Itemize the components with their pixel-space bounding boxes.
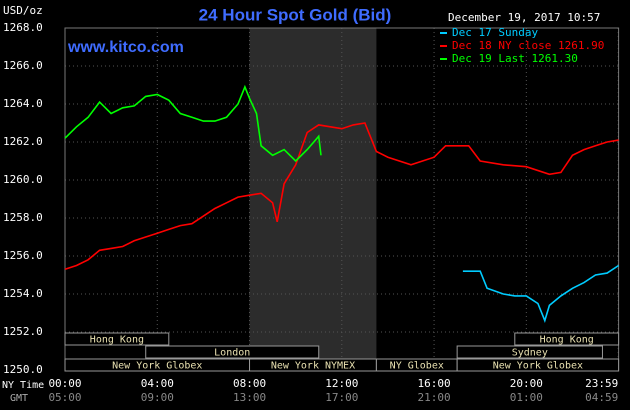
legend-label: Dec 18 NY close 1261.90 bbox=[452, 39, 604, 52]
session-label: New York Globex bbox=[493, 361, 583, 372]
series-line bbox=[64, 84, 322, 163]
y-tick-label: 1254.0 bbox=[3, 287, 43, 300]
y-tick-label: 1262.0 bbox=[3, 135, 43, 148]
x2-row-label: GMT bbox=[10, 393, 28, 404]
y-tick-label: 1252.0 bbox=[3, 325, 43, 338]
series-line bbox=[462, 264, 620, 324]
y-tick-label: 1258.0 bbox=[3, 211, 43, 224]
chart-title: 24 Hour Spot Gold (Bid) bbox=[199, 5, 392, 24]
timestamp: December 19, 2017 10:57 bbox=[448, 11, 600, 24]
y-unit: USD/oz bbox=[3, 4, 43, 17]
y-tick-label: 1266.0 bbox=[3, 59, 43, 72]
session-label: New York NYMEX bbox=[271, 361, 355, 372]
session-label: Hong Kong bbox=[540, 335, 594, 346]
x-row-label: NY Time bbox=[2, 380, 44, 391]
session-label: Hong Kong bbox=[90, 335, 144, 346]
session-box bbox=[64, 332, 170, 346]
y-tick-label: 1260.0 bbox=[3, 173, 43, 186]
session-shade bbox=[249, 28, 377, 370]
session-box bbox=[456, 358, 620, 372]
x2-tick-label: 17:00 bbox=[325, 391, 358, 404]
session-box bbox=[514, 332, 620, 346]
y-tick-label: 1256.0 bbox=[3, 249, 43, 262]
session-label: New York Globex bbox=[112, 361, 202, 372]
y-tick-label: 1268.0 bbox=[3, 21, 43, 34]
y-tick-label: 1250.0 bbox=[3, 363, 43, 376]
x2-tick-label: 13:00 bbox=[233, 391, 266, 404]
session-box bbox=[456, 345, 603, 359]
session-box bbox=[145, 345, 320, 359]
session-label: NY Globex bbox=[390, 361, 444, 372]
site-label: www.kitco.com bbox=[67, 39, 184, 56]
x2-tick-label: 04:59 bbox=[585, 391, 618, 404]
x-tick-label: 20:00 bbox=[510, 377, 543, 390]
y-tick-label: 1264.0 bbox=[3, 97, 43, 110]
x-tick-label: 04:00 bbox=[141, 377, 174, 390]
x2-tick-label: 09:00 bbox=[141, 391, 174, 404]
session-label: London bbox=[214, 348, 250, 359]
x-tick-label: 23:59 bbox=[585, 377, 618, 390]
x2-tick-label: 21:00 bbox=[418, 391, 451, 404]
x-tick-label: 16:00 bbox=[418, 377, 451, 390]
session-label: Sydney bbox=[512, 348, 548, 359]
series-line bbox=[64, 122, 619, 271]
x-tick-label: 12:00 bbox=[325, 377, 358, 390]
x2-tick-label: 01:00 bbox=[510, 391, 543, 404]
x-tick-label: 08:00 bbox=[233, 377, 266, 390]
x2-tick-label: 05:00 bbox=[48, 391, 81, 404]
legend-label: Dec 17 Sunday bbox=[452, 26, 538, 39]
x-tick-label: 00:00 bbox=[48, 377, 81, 390]
legend-label: Dec 19 Last 1261.30 bbox=[452, 52, 578, 65]
